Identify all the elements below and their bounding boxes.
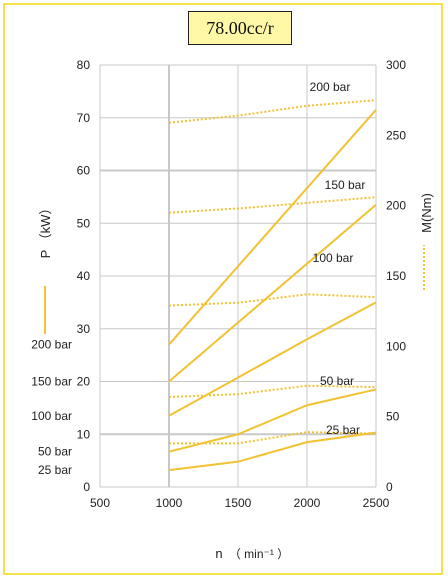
torque-line-3 bbox=[168, 384, 377, 398]
left-axis-label: P （kW） bbox=[38, 202, 53, 259]
right-legend: M(Nm) bbox=[419, 193, 434, 290]
right-tick-label: 250 bbox=[386, 128, 406, 142]
labels: 500 1000 1500 2000 2500 0 10 20 30 40 50 60 70 80 0 50 1… bbox=[31, 58, 406, 510]
left-tick-label: 30 bbox=[77, 322, 91, 336]
power-line-3 bbox=[168, 388, 377, 453]
power-series-label: 100 bar bbox=[31, 409, 72, 423]
right-tick-label: 100 bbox=[386, 339, 406, 353]
torque-line-0 bbox=[168, 99, 377, 124]
power-series-label: 25 bar bbox=[38, 463, 72, 477]
left-tick-label: 10 bbox=[77, 427, 91, 441]
power-line-2 bbox=[168, 301, 377, 417]
torque-series-label: 100 bar bbox=[313, 251, 354, 265]
power-line-4 bbox=[168, 431, 377, 472]
left-tick-label: 60 bbox=[77, 164, 91, 178]
x-tick-label: 2500 bbox=[363, 496, 390, 510]
grid bbox=[99, 64, 377, 488]
x-tick-label: 2000 bbox=[294, 496, 321, 510]
x-axis-label-main: n bbox=[215, 546, 222, 561]
left-tick-label: 40 bbox=[77, 269, 91, 283]
right-tick-label: 0 bbox=[386, 480, 393, 494]
right-tick-label: 150 bbox=[386, 269, 406, 283]
torque-series-label: 50 bar bbox=[320, 374, 354, 388]
torque-line-4 bbox=[169, 431, 377, 445]
torque-line-1 bbox=[168, 196, 377, 214]
left-tick-label: 70 bbox=[77, 111, 91, 125]
power-series-label: 200 bar bbox=[31, 338, 72, 352]
left-tick-label: 50 bbox=[77, 216, 91, 230]
right-tick-label: 200 bbox=[386, 199, 406, 213]
power-series-label: 50 bar bbox=[38, 445, 72, 459]
left-tick-label: 20 bbox=[77, 375, 91, 389]
x-axis-label-unit: （ min⁻¹ ） bbox=[229, 547, 289, 561]
torque-series-label: 150 bar bbox=[325, 178, 366, 192]
chart-frame bbox=[3, 3, 443, 575]
torque-series-label: 25 bar bbox=[326, 423, 360, 437]
power-series-label: 150 bar bbox=[31, 375, 72, 389]
left-tick-label: 80 bbox=[77, 58, 91, 72]
torque-line-2 bbox=[168, 293, 377, 307]
power-line-0 bbox=[168, 109, 377, 346]
curves bbox=[168, 99, 377, 472]
power-line-1 bbox=[168, 204, 377, 383]
left-legend: P （kW） bbox=[38, 202, 53, 334]
left-tick-label: 0 bbox=[83, 480, 90, 494]
right-axis-label: M(Nm) bbox=[419, 193, 434, 233]
torque-series-label: 200 bar bbox=[310, 80, 351, 94]
x-tick-label: 1000 bbox=[156, 496, 183, 510]
x-tick-label: 1500 bbox=[225, 496, 252, 510]
right-tick-label: 300 bbox=[386, 58, 406, 72]
chart-title: 78.00cc/r bbox=[188, 11, 292, 45]
x-tick-label: 500 bbox=[90, 496, 110, 510]
right-tick-label: 50 bbox=[386, 410, 400, 424]
